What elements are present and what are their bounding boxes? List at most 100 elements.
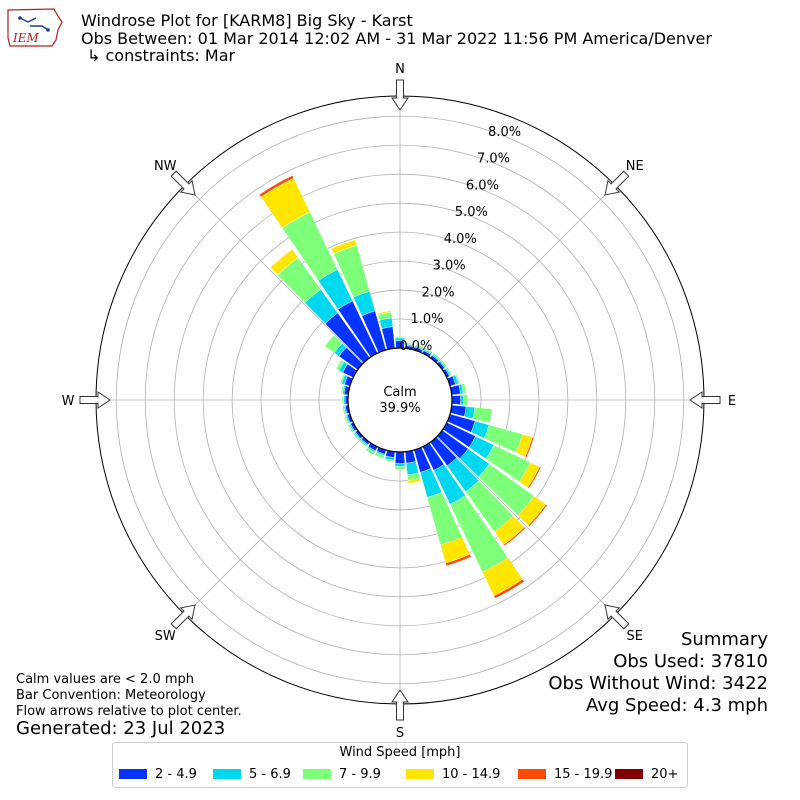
windrose-bar <box>407 478 422 484</box>
legend-item: 20+ <box>615 767 678 782</box>
windrose-bar <box>377 310 392 315</box>
radial-tick-label: 7.0% <box>477 152 510 167</box>
windrose-bar <box>527 466 542 489</box>
legend-swatch <box>406 769 434 779</box>
windrose-bar <box>342 395 345 405</box>
windrose-bar <box>270 249 299 276</box>
summary-obs-used: Obs Used: 37810 <box>613 651 768 672</box>
legend-label: 20+ <box>651 767 679 782</box>
legend-label: 2 - 4.9 <box>155 767 197 782</box>
windrose-bar <box>461 383 467 395</box>
direction-arrow <box>604 170 630 196</box>
legend-label: 15 - 19.9 <box>554 767 613 782</box>
windrose-bar <box>432 352 441 361</box>
windrose-bar <box>342 405 346 415</box>
radial-tick-label: 2.0% <box>422 285 455 300</box>
windrose-bar <box>359 439 368 448</box>
note-bar-convention: Bar Convention: Meteorology <box>16 688 206 703</box>
grid-spoke <box>436 436 616 616</box>
windrose-bar <box>347 424 354 433</box>
direction-arrow <box>170 170 196 196</box>
legend-swatch <box>518 769 546 779</box>
grid-spoke <box>184 436 364 616</box>
windrose-bar <box>352 432 361 441</box>
windrose-bar <box>394 336 406 339</box>
radial-tick-label: 1.0% <box>410 312 443 327</box>
direction-label: N <box>395 62 405 77</box>
direction-arrow <box>391 689 409 721</box>
legend-swatch <box>119 769 147 779</box>
calm-value: 39.9% <box>379 401 420 416</box>
direction-label: SW <box>155 629 176 644</box>
direction-label: SE <box>627 629 643 644</box>
windrose-bar <box>384 458 395 463</box>
summary-obs-without-wind: Obs Without Wind: 3422 <box>548 673 768 694</box>
windrose-bar <box>527 504 548 527</box>
direction-arrow <box>79 391 111 409</box>
direction-label: NE <box>626 159 644 174</box>
windrose-bar <box>424 347 433 354</box>
constraints: ↳ constraints: Mar <box>87 46 236 65</box>
windrose-bar <box>404 450 417 464</box>
note-flow-arrows: Flow arrows relative to plot center. <box>16 704 242 719</box>
windrose-bar <box>446 367 453 376</box>
direction-arrow <box>391 79 409 111</box>
windrose-bar <box>524 436 535 458</box>
legend-swatch <box>303 769 331 779</box>
windrose-bar <box>439 359 448 368</box>
generated-date: Generated: 23 Jul 2023 <box>16 718 226 739</box>
svg-text:IEM: IEM <box>12 31 40 45</box>
summary-avg-speed: Avg Speed: 4.3 mph <box>586 695 768 716</box>
windrose-bar <box>405 461 419 476</box>
legend-item: 5 - 6.9 <box>213 767 291 782</box>
direction-label: W <box>62 394 75 409</box>
windrose-bar <box>330 239 358 254</box>
grid-spoke <box>436 184 616 364</box>
windrose-bar <box>451 395 461 405</box>
legend-swatch <box>213 769 241 779</box>
direction-arrow <box>170 604 196 630</box>
legend-label: 7 - 9.9 <box>339 767 381 782</box>
windrose-bar <box>374 452 385 459</box>
direction-label: S <box>396 726 404 741</box>
iem-logo: IEM <box>7 8 63 47</box>
windrose-bar <box>339 374 345 384</box>
legend-item: 2 - 4.9 <box>119 767 197 782</box>
legend-swatch <box>615 769 643 779</box>
direction-arrow <box>604 604 630 630</box>
note-calm: Calm values are < 2.0 mph <box>16 672 195 687</box>
radial-tick-label: 6.0% <box>466 178 499 193</box>
legend-item: 7 - 9.9 <box>303 767 381 782</box>
direction-label: E <box>728 394 736 409</box>
windrose-bar <box>394 466 406 470</box>
radial-tick-label: 3.0% <box>433 259 466 274</box>
legend-label: 5 - 6.9 <box>249 767 291 782</box>
radial-tick-label: 5.0% <box>455 205 488 220</box>
legend-item: 10 - 14.9 <box>406 767 500 782</box>
windrose-bar <box>324 334 343 354</box>
legend-label: 10 - 14.9 <box>442 767 501 782</box>
windrose-bar <box>394 463 406 467</box>
windrose-bar <box>460 394 464 406</box>
summary-title: Summary <box>681 629 768 650</box>
windrose-bar <box>455 374 461 384</box>
legend-item: 15 - 19.9 <box>518 767 612 782</box>
windrose-bar <box>414 344 425 349</box>
windrose-bar <box>503 526 526 547</box>
windrose-bar <box>344 414 349 425</box>
speed-legend: Wind Speed [mph] 2 - 4.9 5 - 6.9 7 - 9.9 10… <box>112 742 688 788</box>
grid-spoke <box>184 184 364 364</box>
windrose-bar <box>365 447 376 455</box>
calm-circle <box>347 347 453 453</box>
windrose-bar <box>394 451 406 464</box>
windrose-bar <box>463 394 469 406</box>
obs-between: Obs Between: 01 Mar 2014 12:02 AM - 31 M… <box>81 29 712 48</box>
direction-arrow <box>689 391 721 409</box>
windrose-bar <box>405 342 415 346</box>
windrose-bar <box>335 359 345 371</box>
windrose-bar <box>472 407 493 424</box>
windrose-bar <box>493 578 525 599</box>
windrose-bar <box>445 553 472 567</box>
radial-tick-label: 0.0% <box>399 339 432 354</box>
